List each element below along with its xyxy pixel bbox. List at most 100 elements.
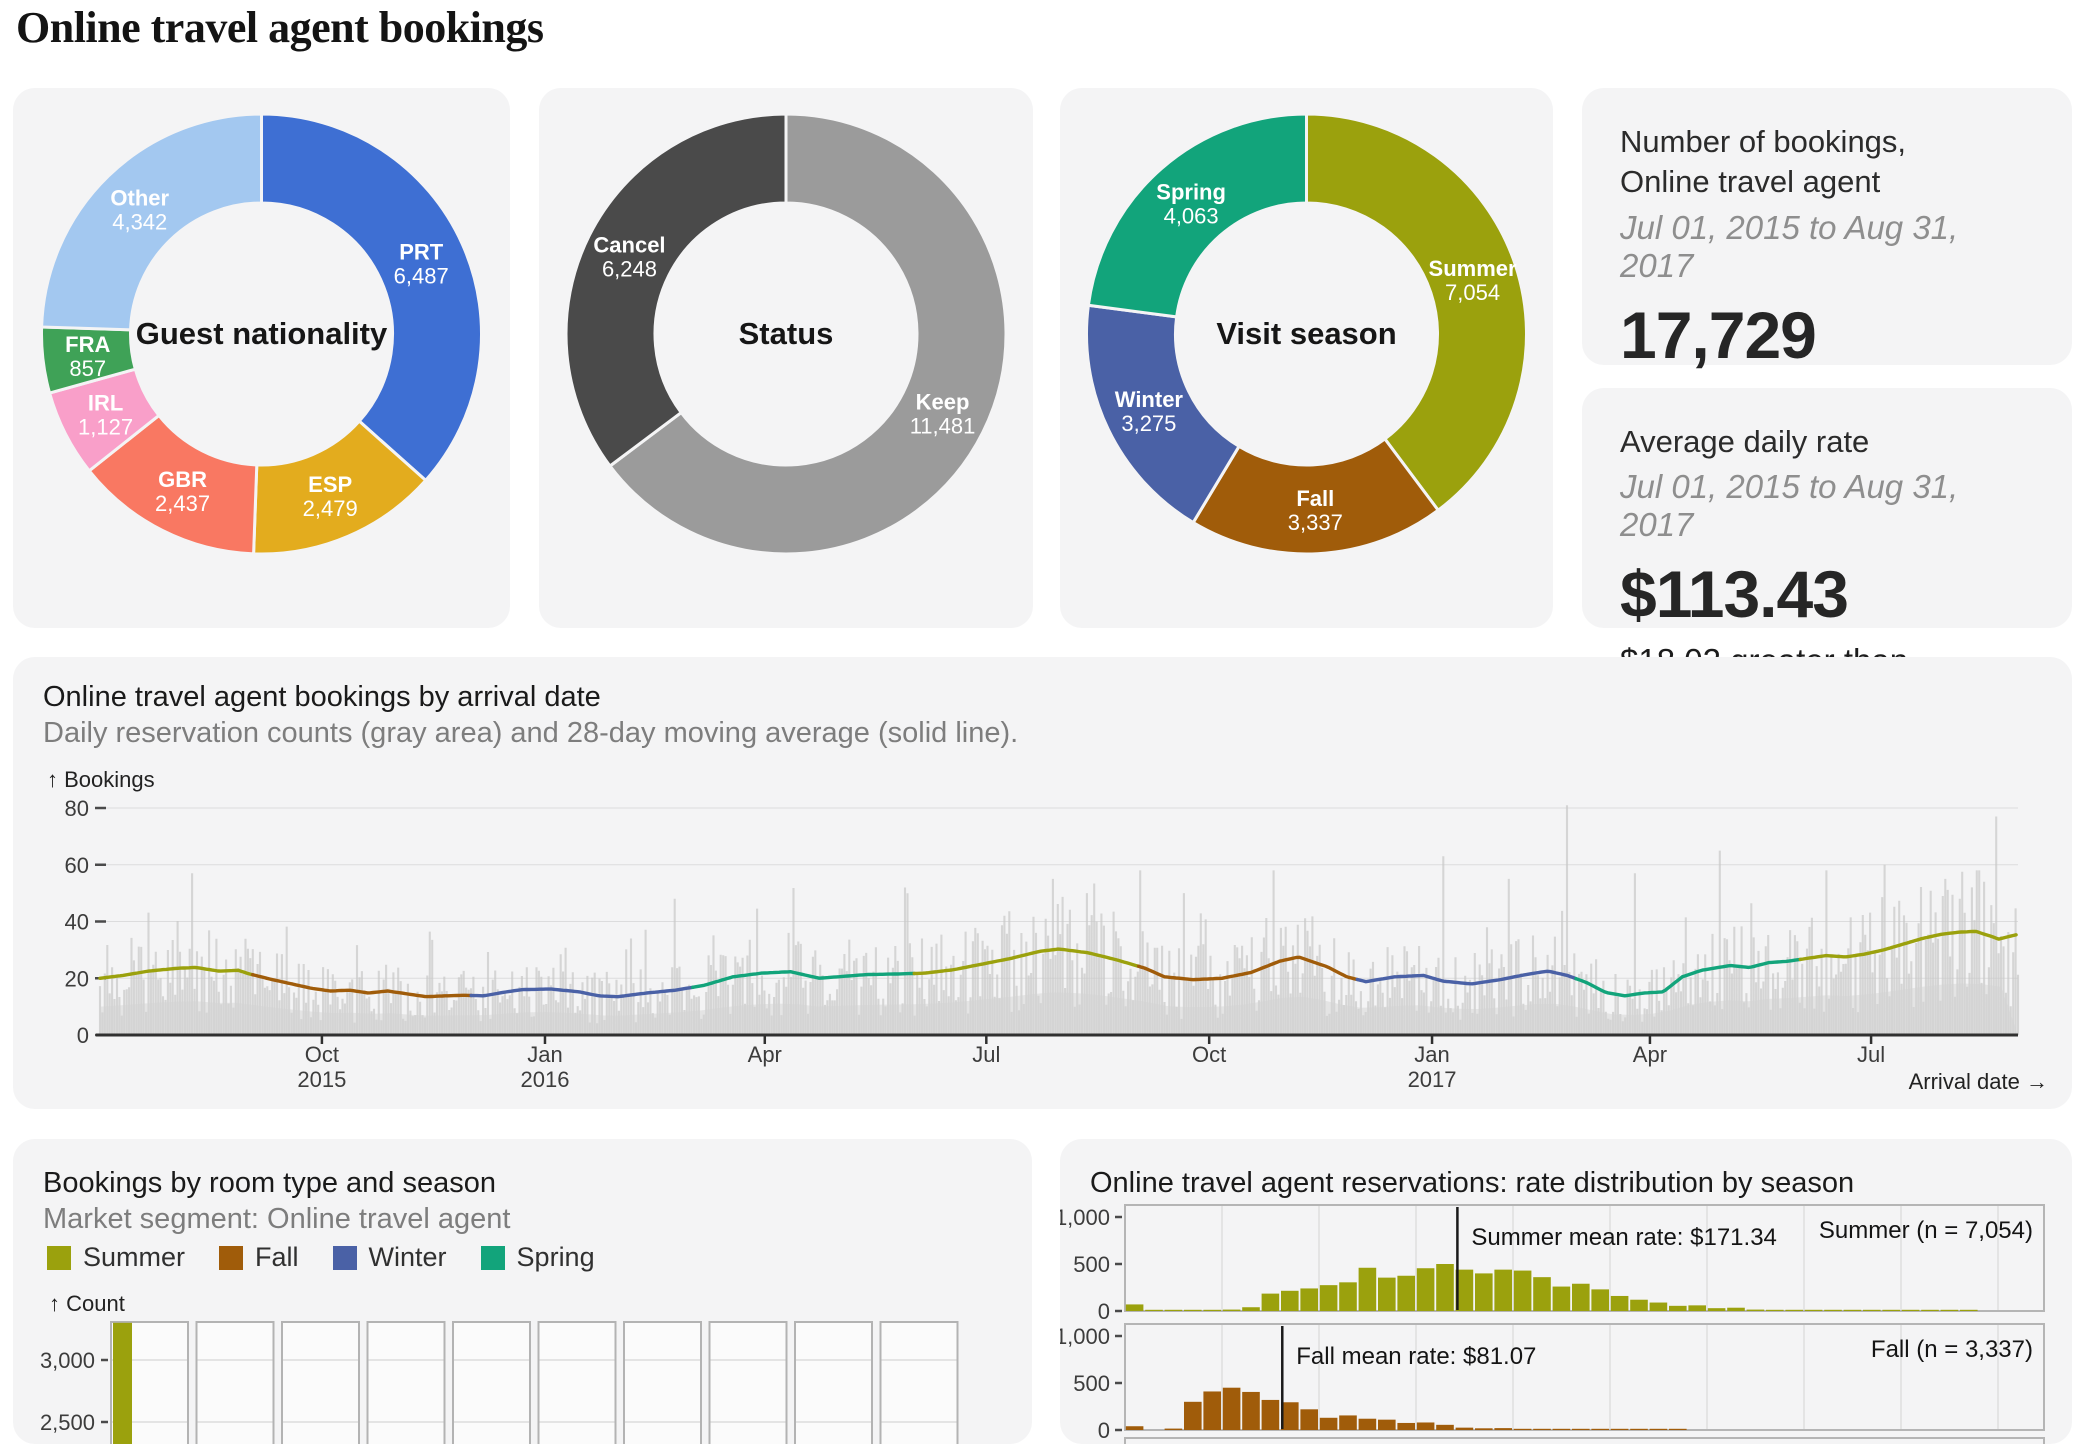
svg-text:IRL: IRL	[88, 390, 123, 415]
chart-subtitle: Daily reservation counts (gray area) and…	[43, 717, 1019, 749]
svg-text:3,275: 3,275	[1121, 411, 1176, 436]
chart-title: Online travel agent bookings by arrival …	[43, 681, 601, 713]
svg-text:2017: 2017	[1408, 1067, 1457, 1092]
moving-average-summer	[912, 947, 1141, 976]
svg-text:6,487: 6,487	[394, 263, 449, 288]
moving-average-spring	[691, 970, 916, 989]
spring-swatch-icon	[480, 1245, 505, 1270]
donut-segment-prt	[260, 112, 484, 483]
n-label: Summer (n = 7,054)	[1819, 1217, 2033, 1244]
fall-swatch-icon	[219, 1245, 244, 1270]
svg-text:1,000: 1,000	[1060, 1205, 1110, 1230]
moving-average-fall	[250, 973, 473, 999]
svg-text:2015: 2015	[297, 1067, 346, 1092]
page-title: Online travel agent bookings	[16, 3, 544, 52]
legend-item-winter: Winter	[332, 1242, 447, 1273]
svg-text:Fall: Fall	[1296, 486, 1334, 511]
room-type-bar-chart: 3,000 2,500 ↑ Count	[40, 1291, 959, 1444]
histogram-panel-fall: 1,000 500 0 Fall mean rate: $81.07 Fall (n =…	[1060, 1323, 2045, 1443]
donut-center-label: Guest nationality	[136, 316, 388, 351]
n-label: Fall (n = 3,337)	[1871, 1336, 2033, 1363]
stat-card-number-of-bookings: Number of bookings, Online travel agent …	[1582, 88, 2072, 420]
svg-text:ESP: ESP	[308, 472, 352, 497]
donut-segment-summer	[1305, 112, 1528, 513]
stat-date-range: Jul 01, 2015 to Aug 31, 2017	[1620, 468, 1959, 544]
histogram-panel-summer: 1,000 500 0 Summer mean rate: $171.34 Summer…	[1060, 1204, 2045, 1324]
svg-text:PRT: PRT	[399, 239, 444, 264]
room-type-facet-7	[623, 1321, 702, 1444]
svg-text:0: 0	[77, 1023, 89, 1048]
card-rate-distribution: 1,000 500 0 Summer mean rate: $171.34 Summer…	[1060, 1139, 2072, 1444]
stat-date-range: Jul 01, 2015 to Aug 31, 2017	[1620, 208, 1959, 284]
svg-text:Spring: Spring	[1156, 179, 1226, 204]
chart-title: Bookings by room type and season	[43, 1167, 496, 1199]
room-type-facet-8	[708, 1321, 788, 1444]
donut-center-label: Visit season	[1216, 316, 1396, 351]
svg-text:Jan: Jan	[527, 1042, 562, 1067]
svg-text:80: 80	[65, 796, 89, 821]
room-type-facet-3	[281, 1321, 360, 1444]
svg-text:Oct: Oct	[305, 1042, 339, 1067]
svg-text:Apr: Apr	[748, 1042, 782, 1067]
svg-text:Keep: Keep	[916, 389, 970, 414]
legend-item-spring: Spring	[480, 1242, 595, 1273]
donut-segment-fall	[1191, 436, 1441, 556]
donut-center-label: Status	[739, 316, 834, 351]
y-axis-label: ↑ Bookings	[47, 767, 155, 792]
svg-text:2,479: 2,479	[303, 496, 358, 521]
svg-text:2016: 2016	[520, 1067, 569, 1092]
moving-average-summer	[1798, 929, 2018, 962]
svg-text:GBR: GBR	[158, 467, 207, 492]
moving-average-winter	[469, 985, 695, 999]
x-axis-label: Arrival date →	[1909, 1069, 2048, 1094]
svg-text:Jul: Jul	[1857, 1042, 1885, 1067]
svg-text:Jan: Jan	[1414, 1042, 1449, 1067]
svg-text:Oct: Oct	[1192, 1042, 1226, 1067]
stat-label: Number of bookings, Online travel agent	[1620, 124, 1907, 200]
donut-segment-other	[40, 112, 263, 332]
donut-segment-cancel	[564, 112, 788, 469]
svg-text:2,437: 2,437	[155, 491, 210, 516]
svg-text:6,248: 6,248	[602, 257, 657, 282]
room-type-facet-6	[537, 1321, 617, 1444]
svg-text:Winter: Winter	[1115, 387, 1184, 412]
mean-annotation: Fall mean rate: $81.07	[1296, 1343, 1536, 1370]
daily-count-spikes	[98, 805, 2020, 1035]
svg-text:500: 500	[1073, 1252, 1110, 1277]
bookings-count-value: 17,729	[1620, 297, 1817, 372]
donut-segment-keep	[607, 112, 1008, 556]
svg-text:500: 500	[1073, 1371, 1110, 1396]
y-axis-label: ↑ Count	[49, 1291, 125, 1316]
svg-text:2,500: 2,500	[40, 1410, 95, 1435]
donut-segment-spring	[1086, 112, 1308, 319]
svg-text:3,337: 3,337	[1288, 510, 1343, 535]
room-type-facet-4	[366, 1321, 446, 1444]
svg-text:4,063: 4,063	[1164, 203, 1219, 228]
stat-label: Average daily rate	[1620, 424, 1870, 459]
card-bookings-by-arrival-date: 0 20 40 60 80 Oct 2015 Jan 2016 Apr Jul Oct Jan 2017 A…	[13, 657, 2072, 1109]
season-legend: Summer Fall Winter Spring	[47, 1242, 595, 1273]
room-type-bar-summer	[113, 1322, 132, 1444]
card-bookings-by-room-type: 3,000 2,500 ↑ Count Bookings by room type …	[13, 1139, 1032, 1444]
chart-subtitle: Market segment: Online travel agent	[43, 1203, 511, 1235]
card-visit-season: Summer 7,054 Fall 3,337 Winter 3,275 Spring 4,0…	[1060, 88, 1553, 628]
moving-average-winter	[1355, 969, 1578, 986]
moving-average-fall	[1136, 955, 1359, 982]
card-guest-nationality: PRT 6,487 ESP 2,479 GBR 2,437 IRL 1,127 FRA 857 Ot…	[13, 88, 510, 628]
histogram-panel-winter-clipped	[1124, 1437, 2045, 1444]
svg-text:0: 0	[1098, 1418, 1110, 1443]
room-type-facet-9	[794, 1321, 873, 1444]
moving-average-summer	[98, 965, 255, 980]
stat-card-average-daily-rate: Average daily rate Jul 01, 2015 to Aug 3…	[1582, 388, 2072, 717]
svg-text:Apr: Apr	[1633, 1042, 1667, 1067]
svg-text:Other: Other	[110, 185, 169, 210]
svg-text:40: 40	[65, 910, 89, 935]
mean-annotation: Summer mean rate: $171.34	[1471, 1224, 1777, 1251]
legend-item-fall: Fall	[219, 1242, 299, 1273]
